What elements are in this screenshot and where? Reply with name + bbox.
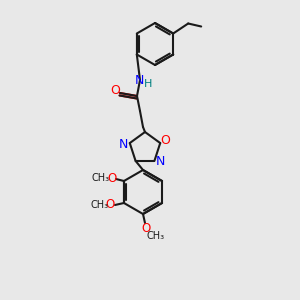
Text: N: N [119, 138, 128, 151]
Text: N: N [156, 155, 165, 168]
Text: CH₃: CH₃ [91, 200, 109, 210]
Text: CH₃: CH₃ [92, 173, 110, 183]
Text: N: N [134, 74, 144, 88]
Text: O: O [105, 199, 115, 212]
Text: O: O [160, 134, 170, 147]
Text: O: O [110, 85, 120, 98]
Text: O: O [141, 221, 151, 235]
Text: CH₃: CH₃ [147, 231, 165, 241]
Text: O: O [107, 172, 117, 184]
Text: H: H [144, 79, 152, 89]
